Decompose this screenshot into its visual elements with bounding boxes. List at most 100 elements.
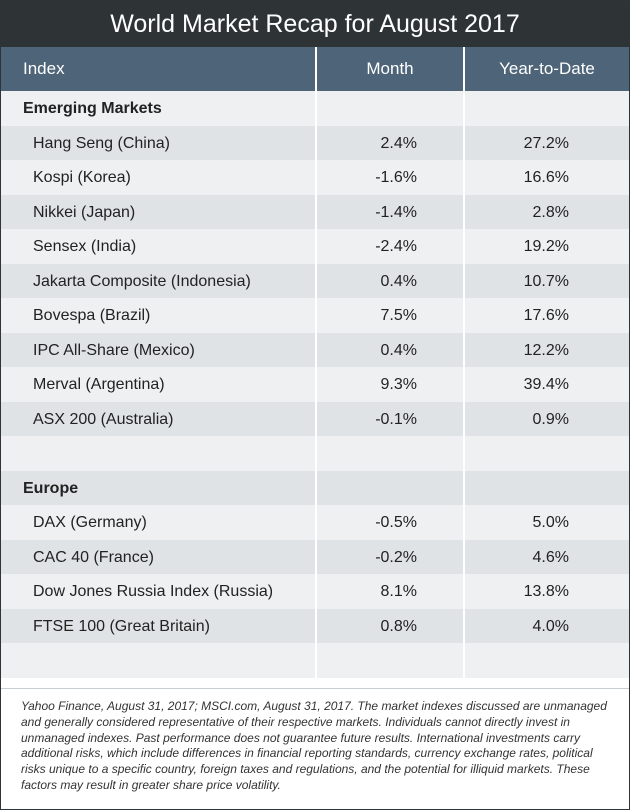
column-divider	[315, 367, 317, 402]
month-value: 0.4%	[380, 341, 417, 359]
column-divider	[315, 126, 317, 161]
header-divider	[463, 47, 465, 91]
column-divider	[463, 471, 465, 506]
month-value: -1.6%	[375, 168, 417, 186]
column-divider	[463, 402, 465, 437]
ytd-value: 4.6%	[532, 548, 569, 566]
column-divider	[463, 264, 465, 299]
index-name: FTSE 100 (Great Britain)	[33, 617, 210, 635]
column-divider	[315, 195, 317, 230]
column-divider	[463, 333, 465, 368]
column-divider	[463, 436, 465, 471]
column-divider	[315, 160, 317, 195]
section-header-row: Europe	[1, 471, 629, 506]
ytd-value: 27.2%	[523, 134, 569, 152]
month-value: 0.8%	[380, 617, 417, 635]
table-row: Kospi (Korea) -1.6% 16.6%	[1, 160, 629, 195]
column-divider	[315, 402, 317, 437]
header-month: Month	[366, 59, 414, 78]
table-row: Jakarta Composite (Indonesia) 0.4% 10.7%	[1, 264, 629, 299]
table-row: FTSE 100 (Great Britain) 0.8% 4.0%	[1, 609, 629, 644]
index-name: DAX (Germany)	[33, 513, 147, 531]
ytd-value: 13.8%	[523, 582, 569, 600]
month-value: 2.4%	[380, 134, 417, 152]
ytd-value: 12.2%	[523, 341, 569, 359]
table-row: CAC 40 (France) -0.2% 4.6%	[1, 540, 629, 575]
column-divider	[463, 160, 465, 195]
index-name: Sensex (India)	[33, 237, 137, 255]
page-title: World Market Recap for August 2017	[1, 1, 629, 47]
ytd-value: 10.7%	[523, 272, 569, 290]
column-divider	[315, 436, 317, 471]
index-name: Merval (Argentina)	[33, 375, 165, 393]
header-divider	[315, 47, 317, 91]
table-row: Dow Jones Russia Index (Russia) 8.1% 13.8%	[1, 574, 629, 609]
column-divider	[315, 643, 317, 678]
column-divider	[315, 229, 317, 264]
column-divider	[315, 609, 317, 644]
index-name: IPC All-Share (Mexico)	[33, 341, 195, 359]
table-row: ASX 200 (Australia) -0.1% 0.9%	[1, 402, 629, 437]
table-row: Hang Seng (China) 2.4% 27.2%	[1, 126, 629, 161]
header-index: Index	[23, 59, 65, 78]
month-value: 9.3%	[380, 375, 417, 393]
column-divider	[463, 126, 465, 161]
table-header: Index Month Year-to-Date	[1, 47, 629, 91]
index-name: CAC 40 (France)	[33, 548, 154, 566]
column-divider	[463, 540, 465, 575]
ytd-value: 2.8%	[532, 203, 569, 221]
ytd-value: 17.6%	[523, 306, 569, 324]
table-row: Bovespa (Brazil) 7.5% 17.6%	[1, 298, 629, 333]
month-value: -0.1%	[375, 410, 417, 428]
month-value: -0.5%	[375, 513, 417, 531]
column-divider	[463, 505, 465, 540]
month-value: -2.4%	[375, 237, 417, 255]
spacer-row	[1, 436, 629, 471]
section-header-row: Emerging Markets	[1, 91, 629, 126]
column-divider	[315, 540, 317, 575]
column-divider	[315, 264, 317, 299]
section-label: Emerging Markets	[23, 99, 162, 117]
index-name: Dow Jones Russia Index (Russia)	[33, 582, 274, 600]
table-body: Emerging Markets Hang Seng (China) 2.4% 27.…	[1, 91, 629, 688]
ytd-value: 5.0%	[532, 513, 569, 531]
column-divider	[315, 298, 317, 333]
month-value: -0.2%	[375, 548, 417, 566]
index-name: Hang Seng (China)	[33, 134, 170, 152]
index-name: Nikkei (Japan)	[33, 203, 136, 221]
ytd-value: 0.9%	[532, 410, 569, 428]
ytd-value: 39.4%	[523, 375, 569, 393]
index-name: Jakarta Composite (Indonesia)	[33, 272, 251, 290]
month-value: 0.4%	[380, 272, 417, 290]
column-divider	[463, 91, 465, 126]
column-divider	[463, 574, 465, 609]
column-divider	[315, 333, 317, 368]
column-divider	[463, 643, 465, 678]
spacer-row	[1, 643, 629, 678]
column-divider	[315, 471, 317, 506]
column-divider	[463, 367, 465, 402]
column-divider	[315, 505, 317, 540]
table-row: DAX (Germany) -0.5% 5.0%	[1, 505, 629, 540]
month-value: -1.4%	[375, 203, 417, 221]
column-divider	[463, 195, 465, 230]
column-divider	[315, 91, 317, 126]
section-label: Europe	[23, 479, 79, 497]
footnote: Yahoo Finance, August 31, 2017; MSCI.com…	[1, 688, 629, 809]
column-divider	[463, 609, 465, 644]
month-value: 8.1%	[380, 582, 417, 600]
header-ytd: Year-to-Date	[499, 59, 595, 78]
index-name: Bovespa (Brazil)	[33, 306, 151, 324]
column-divider	[463, 298, 465, 333]
column-divider	[463, 229, 465, 264]
table-row: IPC All-Share (Mexico) 0.4% 12.2%	[1, 333, 629, 368]
month-value: 7.5%	[380, 306, 417, 324]
table-row: Merval (Argentina) 9.3% 39.4%	[1, 367, 629, 402]
column-divider	[315, 574, 317, 609]
ytd-value: 16.6%	[523, 168, 569, 186]
index-name: ASX 200 (Australia)	[33, 410, 174, 428]
ytd-value: 4.0%	[532, 617, 569, 635]
index-name: Kospi (Korea)	[33, 168, 131, 186]
ytd-value: 19.2%	[523, 237, 569, 255]
